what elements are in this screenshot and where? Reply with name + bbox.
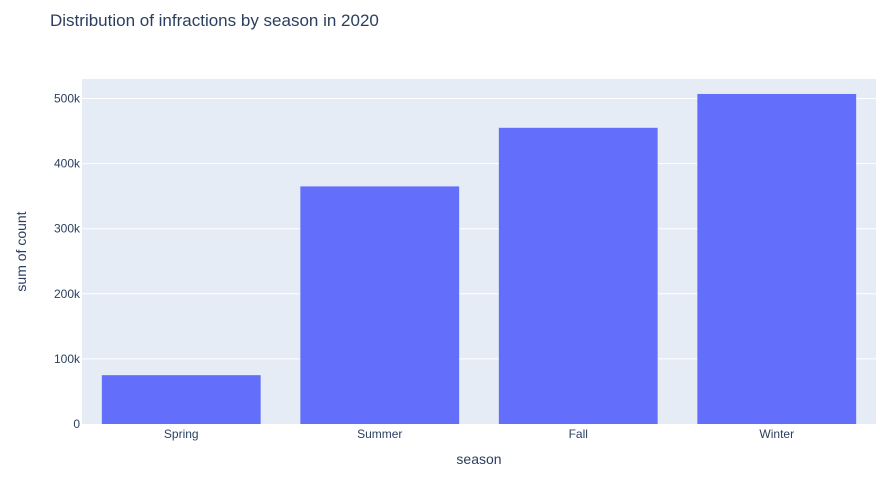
y-tick-label: 100k (54, 352, 81, 366)
x-tick-label: Fall (569, 427, 588, 441)
chart-title: Distribution of infractions by season in… (50, 11, 379, 30)
x-tick-label: Spring (164, 427, 199, 441)
y-tick-label: 500k (54, 92, 81, 106)
bar-summer (300, 186, 460, 424)
x-tick-labels: Spring Summer Fall Winter (164, 427, 794, 441)
bar-winter (697, 93, 857, 425)
y-tick-label: 400k (54, 157, 81, 171)
y-tick-label: 0 (73, 417, 80, 431)
bars (101, 93, 857, 425)
bar-spring (101, 375, 261, 424)
y-axis-label: sum of count (13, 211, 29, 291)
y-tick-label: 200k (54, 287, 81, 301)
y-tick-label: 300k (54, 222, 81, 236)
y-tick-labels: 0 100k 200k 300k 400k 500k (54, 92, 81, 431)
x-tick-label: Summer (357, 427, 402, 441)
bar-fall (498, 127, 658, 425)
x-tick-label: Winter (759, 427, 794, 441)
x-axis-label: season (456, 451, 501, 467)
